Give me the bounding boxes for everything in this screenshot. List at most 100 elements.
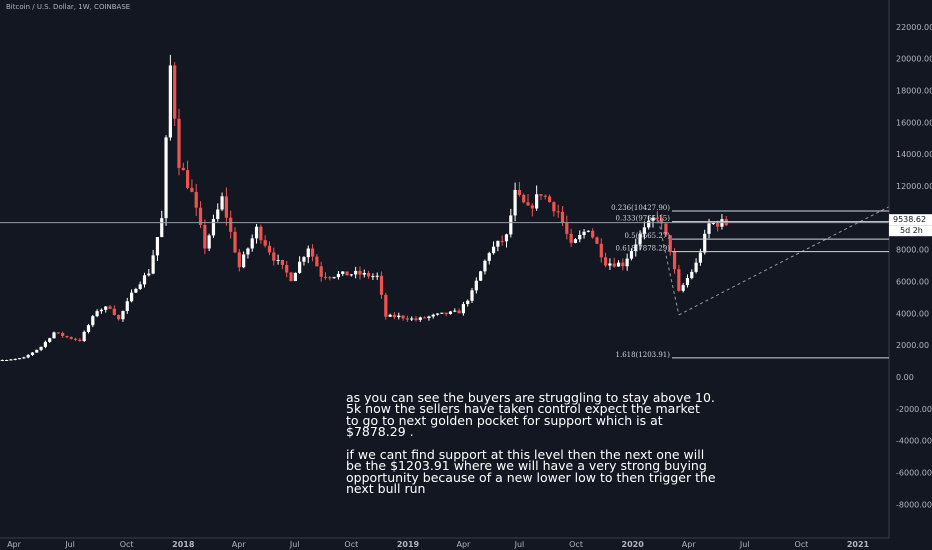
time-tick-label: Oct xyxy=(120,540,134,549)
candle-body xyxy=(685,278,690,286)
candle-body xyxy=(483,260,487,272)
candle-body xyxy=(711,223,715,225)
candle-body xyxy=(147,273,151,276)
candle-body xyxy=(388,314,392,317)
candle-body xyxy=(56,332,60,334)
candle-body xyxy=(177,118,181,168)
candle-body xyxy=(504,234,509,242)
candle-body xyxy=(276,259,280,261)
price-tick-label: 20000.00 xyxy=(896,55,932,64)
candle-body xyxy=(556,211,560,213)
candle-body xyxy=(479,271,483,281)
time-tick-label: Apr xyxy=(232,540,247,549)
candle-body xyxy=(375,275,379,277)
candle-body xyxy=(22,357,26,359)
candle-body xyxy=(513,189,517,216)
candle-body xyxy=(694,262,698,272)
candle-body xyxy=(522,194,526,203)
candle-body xyxy=(91,316,95,326)
candle-body xyxy=(13,358,17,360)
price-tick-label: 12000.00 xyxy=(896,182,932,191)
candle-body xyxy=(117,314,121,320)
candle-body xyxy=(496,240,500,247)
candle-body xyxy=(82,331,86,341)
candle-body xyxy=(9,359,13,361)
time-tick-label: Jul xyxy=(739,540,750,549)
candle-body xyxy=(578,235,582,240)
candle-body xyxy=(5,359,9,361)
candle-body xyxy=(418,317,422,320)
candle-body xyxy=(547,196,552,203)
candle-body xyxy=(457,310,461,314)
candle-body xyxy=(237,252,241,268)
candle-body xyxy=(48,338,52,342)
candle-body xyxy=(203,224,207,249)
candle-body xyxy=(310,248,315,257)
candle-body xyxy=(155,237,160,256)
analysis-note: as you can see the buyers are struggling… xyxy=(346,390,716,506)
candle-body xyxy=(535,194,539,209)
candle-body xyxy=(61,332,65,337)
candle-body xyxy=(401,315,405,319)
candle-body xyxy=(435,313,440,315)
chart-title: Bitcoin / U.S. Dollar, 1W, COINBASE xyxy=(6,3,131,11)
time-tick-label: 2020 xyxy=(622,540,645,549)
candle-body xyxy=(586,230,590,232)
candle-body xyxy=(552,202,556,212)
candle-body xyxy=(151,255,155,274)
candle-body xyxy=(164,137,168,219)
candle-body xyxy=(285,264,289,273)
fib-level-label: 0.333(9765.15) xyxy=(616,215,671,223)
candle-body xyxy=(470,290,474,301)
candle-body xyxy=(530,205,534,209)
time-axis[interactable]: Apr Jul Oct 2018 Apr Jul Oct 2019 Apr Jul Oct 2020 A… xyxy=(7,540,869,549)
candle-body xyxy=(543,195,547,197)
price-tick-label: -8000.00 xyxy=(896,500,932,509)
candle-body xyxy=(681,285,685,291)
candle-body xyxy=(565,223,569,234)
candle-body xyxy=(341,271,345,274)
candle-body xyxy=(289,272,293,282)
candle-body xyxy=(168,65,172,138)
candle-body xyxy=(160,218,164,238)
price-axis[interactable]: 22000.00 20000.00 18000.00 16000.00 14000.00… xyxy=(896,23,932,509)
fib-levels: 0.236(10427.90) 0.333(9765.15) 0.5(8665.27… xyxy=(611,204,889,359)
time-tick-label: Oct xyxy=(569,540,583,549)
candle-body xyxy=(207,235,211,249)
note-paragraph-1: as you can see the buyers are struggling… xyxy=(346,390,715,440)
price-tick-label: -6000.00 xyxy=(896,468,932,477)
candle-body xyxy=(397,315,401,318)
candle-body xyxy=(39,346,43,350)
price-tick-label: 8000.00 xyxy=(896,246,929,255)
candle-body xyxy=(242,254,246,268)
candle-body xyxy=(267,245,272,253)
candle-body xyxy=(660,217,664,224)
candle-body xyxy=(319,266,323,277)
candle-body xyxy=(629,251,634,259)
time-tick-label: 2018 xyxy=(172,540,195,549)
fib-level-label: 0.5(8665.27) xyxy=(624,232,670,240)
price-tick-label: 2000.00 xyxy=(896,341,929,350)
candle-body xyxy=(703,233,707,253)
candle-body xyxy=(414,318,418,320)
candles xyxy=(0,54,728,362)
fib-level-label: 0.618(7878.29) xyxy=(616,245,671,253)
fib-trend-line xyxy=(656,214,680,316)
price-tick-label: 6000.00 xyxy=(896,278,929,287)
candle-body xyxy=(698,252,703,263)
candle-body xyxy=(272,252,276,261)
candle-body xyxy=(638,233,642,245)
candle-body xyxy=(65,336,69,338)
candle-body xyxy=(254,226,259,239)
candle-body xyxy=(35,349,39,353)
candle-body xyxy=(125,301,129,311)
candle-body xyxy=(573,239,578,243)
candle-body xyxy=(379,275,384,295)
candle-body xyxy=(78,339,82,341)
candle-body xyxy=(69,337,73,339)
price-tick-label: 18000.00 xyxy=(896,87,932,96)
candle-body xyxy=(690,271,694,279)
candle-body xyxy=(108,306,112,309)
candle-body xyxy=(17,358,22,360)
